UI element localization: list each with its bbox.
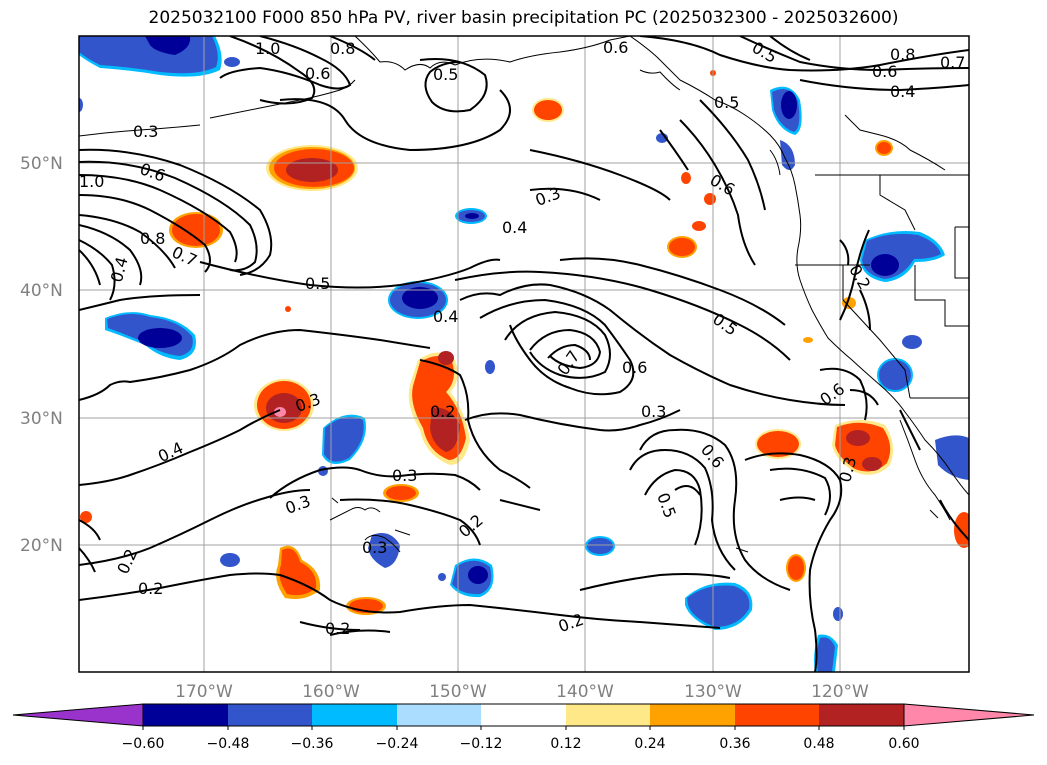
map-title: 2025032100 F000 850 hPa PV, river basin … [148, 8, 899, 28]
colorbar-tick-label: −0.24 [376, 736, 419, 752]
longitude-labels: 170°W 160°W 150°W 140°W 130°W 120°W [175, 682, 869, 702]
contour-label: 0.8 [140, 229, 165, 248]
colorbar-tick-label: −0.12 [460, 736, 503, 752]
contour-label: 0.2 [325, 619, 350, 638]
colorbar-outline [142, 703, 905, 727]
contour-label: 0.3 [133, 122, 158, 141]
map-background [79, 36, 969, 672]
contour-label: 1.0 [255, 39, 280, 58]
lon-label: 170°W [175, 682, 233, 702]
lat-label: 20°N [20, 536, 63, 556]
colorbar-segment [481, 704, 566, 726]
contour-label: 0.3 [362, 538, 387, 557]
colorbar: −0.60 −0.48 −0.36 −0.24 −0.12 0.12 0.24 0.36 0.4… [12, 703, 1035, 752]
lat-label: 40°N [20, 281, 63, 301]
pv-contours [79, 36, 969, 672]
contour-label: 0.6 [603, 38, 628, 57]
latitude-labels: 50°N 40°N 30°N 20°N [20, 154, 63, 556]
colorbar-extend-high [903, 703, 1035, 727]
contour-label: 0.4 [890, 82, 915, 101]
contour-label: 0.6 [305, 64, 330, 83]
colorbar-segment [735, 704, 819, 726]
colorbar-tick-label: −0.60 [122, 736, 165, 752]
contour-label: 0.2 [430, 402, 455, 421]
contour-label: 0.2 [138, 579, 163, 598]
colorbar-segment [819, 704, 904, 726]
contour-label: 0.5 [714, 93, 739, 112]
colorbar-segment [397, 704, 481, 726]
contour-label: 0.8 [890, 45, 915, 64]
colorbar-tick-label: −0.48 [207, 736, 250, 752]
colorbar-tick-label: 0.24 [634, 736, 665, 752]
contour-label: 0.5 [305, 274, 330, 293]
contour-label: 0.4 [433, 307, 458, 326]
gridlines [79, 36, 969, 672]
colorbar-tick-label: 0.12 [550, 736, 581, 752]
colorbar-segment [143, 704, 228, 726]
contour-label: 1.0 [79, 172, 104, 191]
lon-label: 130°W [684, 682, 742, 702]
lon-label: 160°W [302, 682, 360, 702]
contour-label: 0.3 [392, 466, 417, 485]
contour-label: 0.7 [940, 53, 965, 72]
contour-label: 0.6 [872, 62, 897, 81]
map-frame [78, 35, 970, 673]
lat-label: 50°N [20, 154, 63, 174]
colorbar-tick-label: 0.60 [888, 736, 919, 752]
colorbar-segment [312, 704, 397, 726]
lon-label: 140°W [556, 682, 614, 702]
colorbar-tick-label: 0.36 [719, 736, 750, 752]
lat-label: 30°N [20, 409, 63, 429]
contour-label: 0.5 [433, 65, 458, 84]
colorbar-tick-label: 0.48 [803, 736, 834, 752]
contour-label: 0.6 [622, 358, 647, 377]
colorbar-segment [228, 704, 312, 726]
colorbar-extend-low [12, 703, 144, 727]
lon-label: 150°W [429, 682, 487, 702]
contour-label: 0.3 [641, 402, 666, 421]
contour-label: 0.4 [502, 218, 527, 237]
colorbar-tick-label: −0.36 [291, 736, 334, 752]
contour-label: 0.8 [330, 39, 355, 58]
positive-anomaly-area [80, 70, 969, 615]
colorbar-segment [566, 704, 650, 726]
lon-label: 120°W [811, 682, 869, 702]
colorbar-segment [650, 704, 735, 726]
